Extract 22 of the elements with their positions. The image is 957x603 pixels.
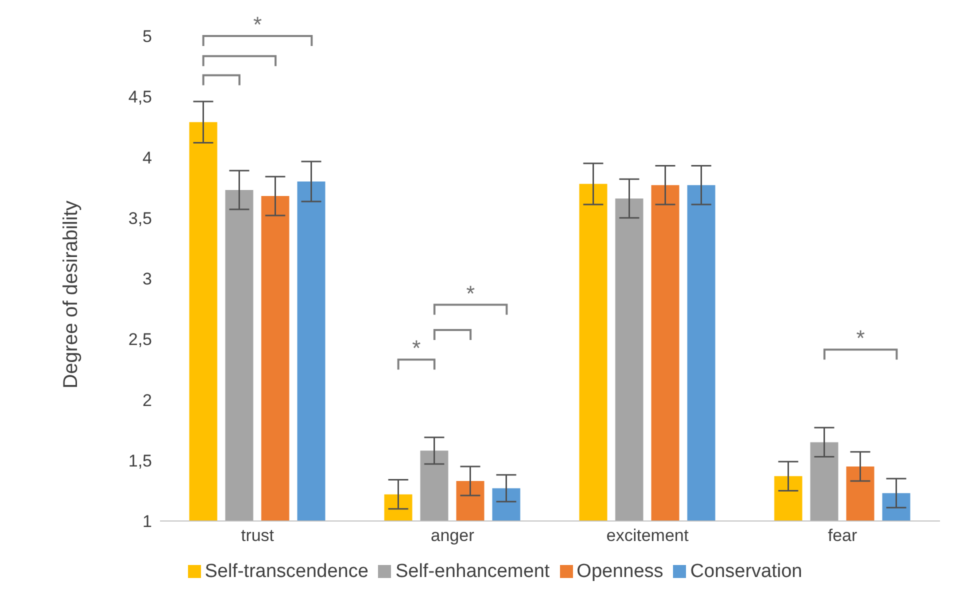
y-tick-label: 5: [142, 27, 152, 46]
annotation: *: [856, 326, 866, 351]
y-tick-label: 4,5: [128, 88, 152, 107]
y-tick-label: 2: [142, 390, 152, 410]
y-tick-label: 4: [142, 148, 152, 168]
y-tick-label: 3,5: [128, 208, 152, 228]
legend-label: Openness: [576, 561, 664, 582]
x-tick-label: trust: [240, 526, 274, 546]
x-tick-label: anger: [430, 526, 475, 546]
annotation: *: [466, 280, 476, 306]
y-tick-label: 3: [142, 270, 152, 289]
x-tick-label: excitement: [606, 526, 689, 546]
x-tick-label: fear: [828, 526, 858, 546]
y-tick-label: 1,5: [128, 451, 152, 470]
annotation: *: [253, 12, 262, 37]
annotation: *: [412, 336, 422, 361]
legend-label: Self-transcendence: [204, 561, 368, 582]
y-axis-title: Degree of desirability: [60, 200, 82, 388]
y-tick-label: 1: [142, 512, 152, 532]
legend-label: Self-enhancement: [395, 561, 550, 582]
y-tick-label: 2,5: [128, 330, 152, 350]
legend-label: Conservation: [690, 561, 802, 582]
